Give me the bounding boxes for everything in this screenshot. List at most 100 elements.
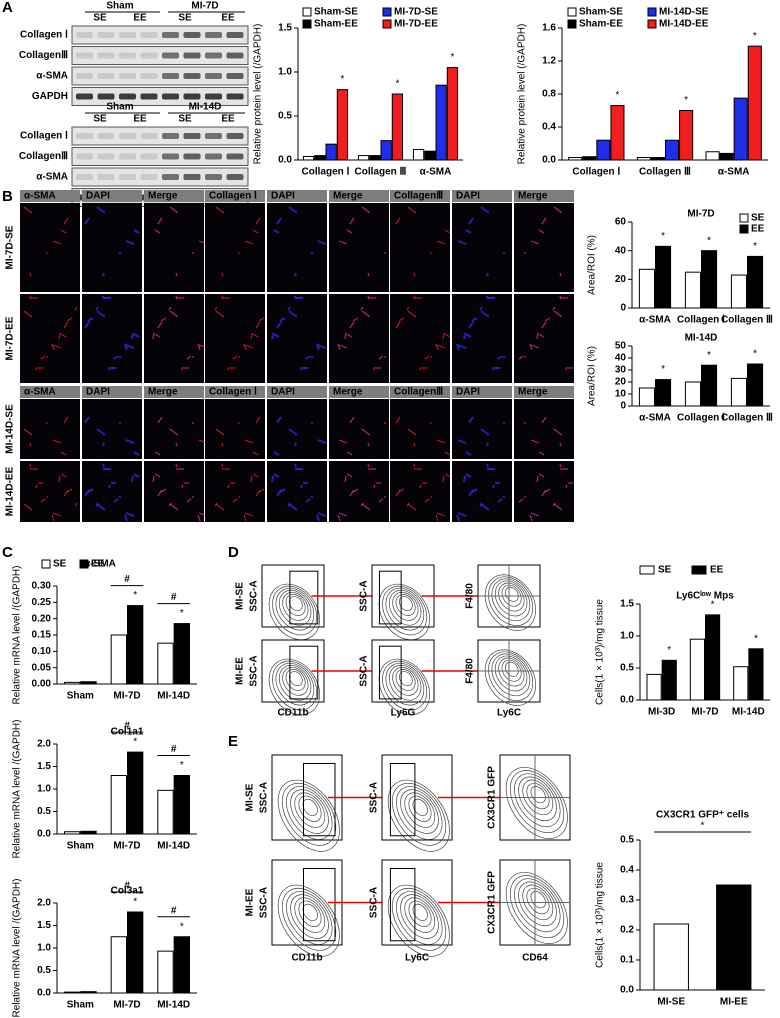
micrograph: [267, 399, 327, 459]
blot-band: [119, 93, 136, 100]
stain: [492, 484, 495, 489]
blot-band: [119, 174, 136, 180]
image-header: Merge: [148, 387, 178, 398]
flow-y-label: SSC-A: [259, 782, 270, 813]
stain: [378, 355, 384, 360]
bracket-label: *: [701, 821, 705, 832]
bar: [679, 110, 694, 161]
stain: [186, 498, 192, 503]
stain: [529, 343, 533, 351]
x-tick-label: α-SMA: [718, 167, 750, 178]
stain: [181, 484, 184, 489]
stain: [102, 463, 105, 468]
image-row-label: MI-14D-SE: [5, 404, 16, 454]
stain: [288, 310, 298, 318]
stain: [457, 512, 467, 517]
bar: [610, 105, 625, 161]
blot-band: [119, 32, 136, 38]
blot-band: [183, 52, 201, 59]
contour: [501, 659, 522, 682]
stain: [529, 514, 533, 522]
chart-title: Col3a1: [111, 886, 144, 897]
bar: [127, 751, 144, 835]
y-tick-label: 0.5: [37, 806, 51, 817]
chart-title: Ly6Cˡᵒʷ Mps: [676, 591, 734, 602]
stain: [360, 502, 364, 507]
stain: [160, 488, 167, 493]
flow-y-label: F4/80: [465, 658, 476, 684]
blot-band: [76, 133, 93, 139]
image-header-bg: [452, 386, 512, 398]
bar: [733, 666, 749, 701]
contour: [294, 792, 326, 828]
bar: [157, 950, 174, 994]
lane-label: SE: [178, 114, 192, 125]
stain: [536, 475, 539, 483]
stain: [113, 498, 119, 503]
micrograph: [329, 294, 389, 383]
stain: [255, 489, 261, 497]
y-tick-label: 0.25: [32, 597, 52, 608]
stain: [232, 498, 238, 503]
stain: [338, 240, 348, 245]
stain: [169, 503, 179, 511]
contour: [488, 576, 534, 626]
stain: [214, 502, 218, 507]
significance: *: [753, 31, 757, 42]
contour: [282, 592, 309, 621]
legend-label: MI-7D-EE: [394, 19, 438, 30]
bar: [325, 143, 337, 161]
bar: [689, 638, 705, 701]
contour: [275, 662, 315, 706]
bar: [369, 155, 381, 161]
image-header: DAPI: [456, 387, 480, 398]
micrograph: [267, 294, 327, 383]
stain: [346, 333, 353, 338]
y-axis-label: Relative mRNA level /(GAPDH): [12, 566, 23, 705]
image-header-bg: [514, 386, 574, 398]
stain: [186, 355, 192, 360]
stain: [52, 512, 62, 517]
micrograph: [267, 461, 327, 522]
stain: [74, 502, 78, 507]
contour: [278, 664, 312, 701]
contour: [484, 649, 536, 706]
blot-row-label: CollagenⅢ: [19, 50, 68, 61]
stain: [316, 514, 320, 522]
legend-swatch: [302, 7, 312, 17]
contour: [298, 900, 322, 927]
stain: [338, 439, 348, 444]
y-tick-label: 0.5: [37, 965, 51, 976]
y-tick-label: 0.0: [620, 695, 634, 706]
stain: [168, 306, 172, 311]
stain: [435, 343, 439, 351]
bar: [655, 245, 672, 309]
stain: [435, 514, 439, 522]
flow-y-label: CX3CR1 GFP: [487, 766, 498, 829]
y-tick-label: 0.30: [32, 581, 52, 592]
bar: [653, 923, 689, 991]
stain: [273, 229, 280, 234]
bar: [64, 991, 81, 994]
image-header: Collagen Ⅰ: [209, 387, 257, 398]
image-header-bg: [20, 190, 80, 202]
legend-label: MI-14D-EE: [659, 19, 709, 30]
stain: [305, 355, 311, 360]
stain: [227, 484, 230, 489]
blot-group: MI-14D: [189, 102, 222, 113]
stain: [456, 343, 460, 351]
stain: [255, 416, 261, 424]
stain: [457, 439, 467, 444]
contour: [491, 578, 531, 622]
significance: *: [753, 241, 757, 252]
y-tick-label: 0.4: [542, 122, 556, 133]
stain: [338, 344, 348, 349]
stain: [541, 321, 547, 329]
stain: [465, 229, 472, 234]
contour: [302, 903, 318, 921]
micrograph: [205, 461, 265, 522]
stain: [255, 217, 261, 225]
stain: [23, 428, 33, 436]
bar: [638, 387, 656, 407]
contour: [396, 891, 443, 945]
